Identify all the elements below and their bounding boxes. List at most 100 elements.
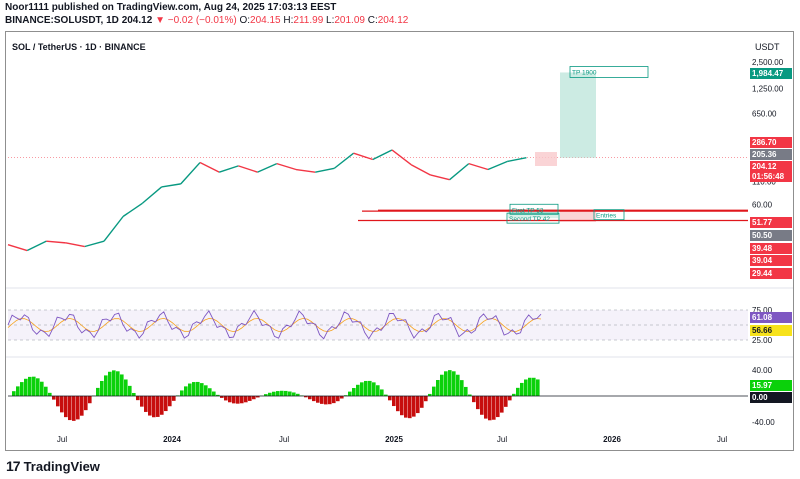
price-segment-27 [507, 157, 527, 163]
macd-value-bg-0 [750, 380, 792, 391]
macd-value-1: 0.00 [752, 393, 768, 402]
macd-bar-100 [408, 396, 412, 419]
price-segment-25 [468, 162, 489, 171]
macd-bar-118 [480, 396, 484, 415]
macd-bar-113 [460, 380, 464, 396]
price-segment-24 [449, 163, 470, 181]
macd-bar-80 [328, 396, 332, 405]
price-change: ▼ −0.02 (−0.01%) [155, 15, 237, 26]
price-segment-6 [103, 215, 124, 242]
annotation-label-2: Second TP 42 [509, 216, 550, 223]
price-segment-23 [430, 174, 450, 181]
price-label-6: 50.50 [752, 231, 773, 240]
high-label: H: [283, 15, 294, 26]
macd-bar-79 [324, 396, 328, 405]
macd-bar-34 [144, 396, 148, 412]
macd-bar-36 [152, 396, 156, 418]
macd-bar-128 [520, 382, 524, 396]
price-segment-5 [84, 240, 105, 248]
macd-bar-22 [96, 387, 100, 396]
macd-bar-60 [248, 396, 252, 401]
price-label-bg-5 [750, 217, 792, 228]
rsi-value-1: 56.66 [752, 326, 773, 335]
close-value: 204.12 [377, 15, 409, 26]
short-zone-top [535, 152, 557, 166]
macd-bar-61 [252, 396, 256, 400]
first-tp-zone [508, 209, 558, 219]
macd-bar-98 [400, 396, 404, 416]
price-segment-10 [180, 162, 201, 185]
macd-value-bg-1 [750, 392, 792, 403]
x-tick-6: Jul [717, 435, 727, 444]
price-segment-17 [315, 167, 335, 173]
high-value: 211.99 [293, 15, 324, 26]
macd-bar-116 [472, 396, 476, 403]
macd-bar-18 [80, 396, 84, 416]
macd-bar-72 [296, 393, 300, 396]
price-label-bg-3 [750, 161, 792, 172]
macd-bar-3 [20, 382, 24, 396]
macd-bar-58 [240, 396, 244, 404]
macd-bar-50 [208, 388, 212, 396]
tp-zone [560, 72, 596, 158]
macd-bar-65 [268, 392, 272, 396]
macd-bar-95 [388, 396, 392, 401]
ohlc-line: BINANCE:SOLUSDT, 1D 204.12 ▼ −0.02 (−0.0… [5, 15, 408, 26]
macd-bar-129 [524, 379, 528, 396]
macd-value-0: 15.97 [752, 381, 773, 390]
macd-bar-71 [292, 392, 296, 396]
macd-bar-120 [488, 396, 492, 421]
macd-bar-25 [108, 371, 112, 396]
macd-bar-104 [424, 396, 428, 402]
macd-bar-101 [412, 396, 416, 417]
macd-bar-89 [364, 380, 368, 396]
macd-bar-44 [184, 386, 188, 396]
symbol-info: BINANCE:SOLUSDT, 1D [5, 15, 119, 26]
macd-bar-48 [200, 383, 204, 396]
rsi-tick-1: 25.00 [752, 336, 773, 345]
price-label-bg-1 [750, 137, 792, 148]
price-segment-20 [372, 149, 393, 161]
macd-bar-112 [456, 374, 460, 396]
price-tick-0: 2,500.00 [752, 58, 784, 67]
price-label-bg-8 [750, 255, 792, 266]
price-segment-22 [410, 164, 431, 176]
macd-bar-59 [244, 396, 248, 403]
price-tick-1: 1,250.00 [752, 84, 784, 93]
macd-bar-14 [64, 396, 68, 418]
annotation-box-1 [509, 203, 559, 215]
macd-bar-83 [340, 396, 344, 399]
macd-bar-11 [52, 396, 56, 400]
macd-bar-2 [16, 386, 20, 396]
x-tick-4: Jul [497, 435, 507, 444]
last-price: 204.12 [121, 15, 153, 26]
price-segment-13 [238, 165, 258, 173]
x-tick-2: Jul [279, 435, 289, 444]
macd-bar-7 [36, 378, 40, 396]
price-label-bg-4 [750, 171, 792, 182]
chart-frame[interactable] [5, 31, 794, 451]
macd-bar-24 [104, 375, 108, 396]
macd-bar-117 [476, 396, 480, 410]
macd-bar-9 [44, 386, 48, 396]
macd-bar-31 [132, 392, 136, 396]
currency-label: USDT [755, 42, 780, 52]
price-segment-15 [276, 162, 297, 171]
price-label-9: 29.44 [752, 269, 773, 278]
price-label-3: 204.12 [752, 162, 777, 171]
price-tick-4: 60.00 [752, 201, 773, 210]
price-segment-4 [65, 242, 85, 248]
rsi-value-0: 61.08 [752, 313, 773, 322]
macd-bar-12 [56, 396, 60, 407]
open-label: O: [239, 15, 251, 26]
price-label-bg-2 [750, 149, 792, 160]
price-label-bg-7 [750, 243, 792, 254]
macd-bar-41 [172, 396, 176, 401]
macd-bar-39 [164, 396, 168, 412]
macd-bar-96 [392, 396, 396, 407]
macd-bar-57 [236, 396, 240, 404]
entry-zone [560, 210, 596, 222]
macd-bar-64 [264, 394, 268, 396]
macd-bar-47 [196, 381, 200, 396]
